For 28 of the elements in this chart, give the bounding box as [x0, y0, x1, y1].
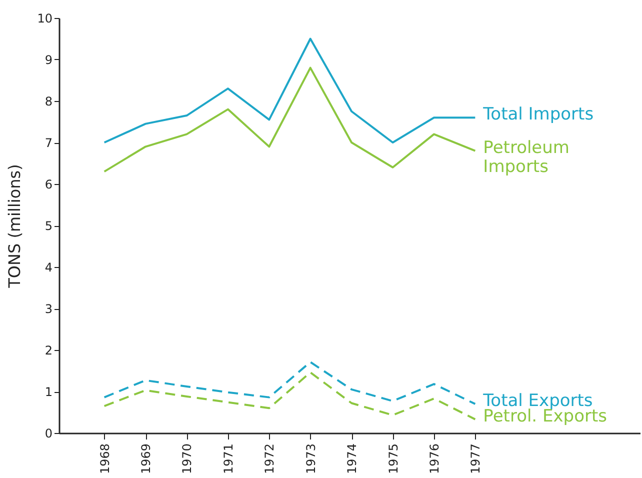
y-tick-label: 4	[44, 260, 52, 274]
x-tick-label: 1972	[262, 444, 277, 474]
line-series	[103, 361, 476, 405]
y-tick-label: 2	[44, 344, 52, 358]
series-label: Total Imports	[482, 104, 594, 125]
y-tick-label: 7	[44, 136, 52, 150]
x-tick-label: 1968	[98, 444, 112, 474]
y-axis-title: TONS (millions)	[5, 164, 24, 289]
x-tick-label: 1973	[304, 444, 318, 474]
x-tick-label: 1974	[345, 444, 360, 474]
y-tick-label: 3	[44, 302, 52, 316]
line-series	[103, 38, 476, 144]
y-tick-label: 9	[44, 53, 52, 67]
y-tick-label: 5	[44, 219, 52, 233]
x-tick-label: 1975	[386, 444, 400, 474]
line-series	[103, 371, 476, 420]
y-tick-label: 1	[44, 385, 52, 399]
y-tick-label: 6	[44, 178, 52, 192]
y-tick-label: 0	[44, 426, 52, 440]
series-label: Petroleum Imports	[483, 138, 570, 177]
x-tick-label: 1971	[221, 444, 236, 474]
x-tick-label: 1970	[180, 444, 194, 474]
y-tick-label: 10	[37, 12, 52, 26]
y-tick-label: 8	[44, 94, 52, 108]
x-tick-label: 1976	[427, 444, 442, 474]
line-series	[103, 66, 476, 173]
x-tick-label: 1969	[139, 444, 154, 474]
x-tick-label: 1977	[468, 444, 483, 474]
